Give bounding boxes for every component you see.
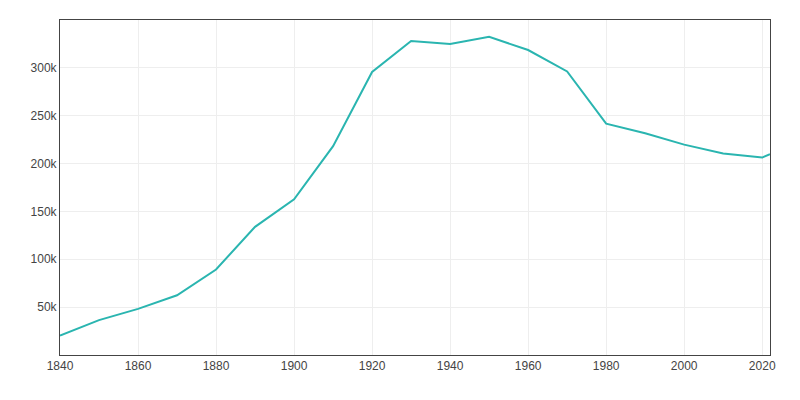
svg-text:1860: 1860 (125, 359, 152, 373)
svg-text:1960: 1960 (515, 359, 542, 373)
svg-text:2000: 2000 (671, 359, 698, 373)
svg-text:1980: 1980 (593, 359, 620, 373)
svg-text:300k: 300k (31, 61, 58, 75)
svg-text:250k: 250k (31, 109, 58, 123)
svg-text:1900: 1900 (281, 359, 308, 373)
svg-text:200k: 200k (31, 157, 58, 171)
svg-text:1840: 1840 (47, 359, 74, 373)
svg-text:1920: 1920 (359, 359, 386, 373)
svg-text:1880: 1880 (203, 359, 230, 373)
svg-text:1940: 1940 (437, 359, 464, 373)
svg-text:150k: 150k (31, 205, 58, 219)
svg-text:50k: 50k (37, 300, 57, 314)
svg-text:100k: 100k (31, 252, 58, 266)
svg-text:2020: 2020 (749, 359, 776, 373)
